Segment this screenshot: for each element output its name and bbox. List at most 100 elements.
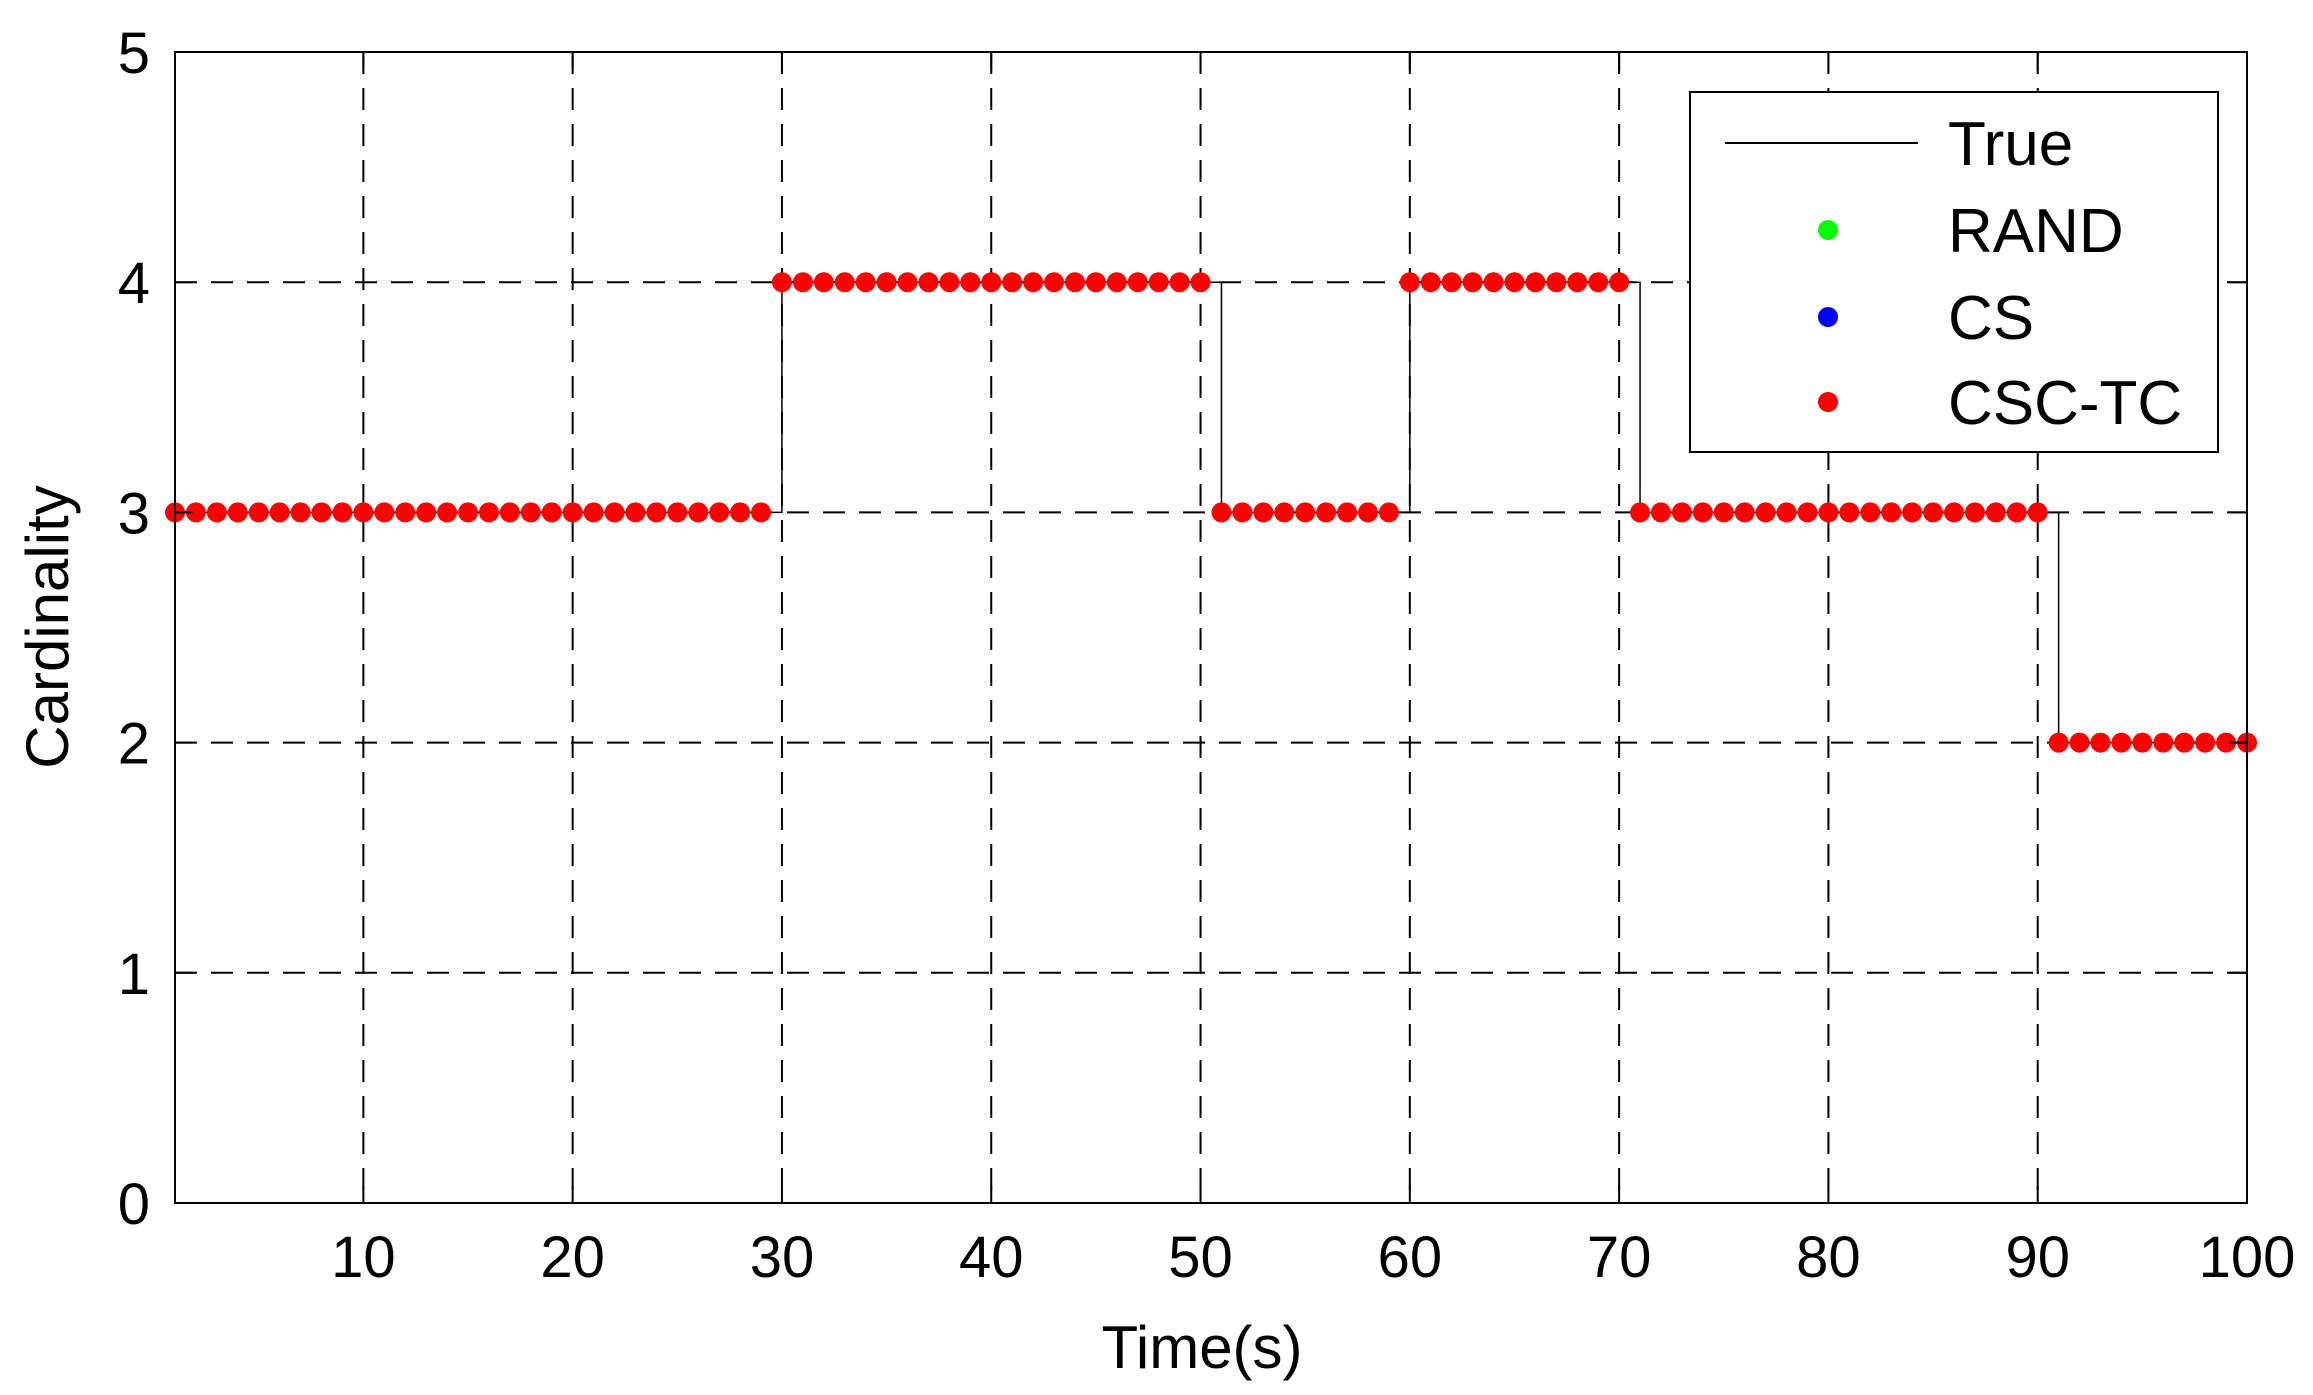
x-tick-label-50: 50 bbox=[1168, 1225, 1233, 1290]
y-tick-label-2: 2 bbox=[118, 712, 150, 777]
y-tick-label-3: 3 bbox=[118, 481, 150, 546]
x-tick-label-30: 30 bbox=[750, 1225, 815, 1290]
csc-tc-point-6 bbox=[269, 502, 290, 523]
csc-tc-point-97 bbox=[2174, 732, 2195, 753]
legend-csc-tc-label: CSC-TC bbox=[1948, 369, 2182, 438]
csc-tc-point-9 bbox=[332, 502, 353, 523]
csc-tc-point-78 bbox=[1776, 502, 1797, 523]
csc-tc-point-35 bbox=[876, 272, 897, 293]
csc-tc-point-46 bbox=[1106, 272, 1127, 293]
x-axis-title: Time(s) bbox=[1101, 1314, 1302, 1381]
csc-tc-point-86 bbox=[1943, 502, 1964, 523]
y-tick-label-5: 5 bbox=[118, 21, 150, 86]
csc-tc-point-60 bbox=[1399, 272, 1420, 293]
true-step-line bbox=[175, 281, 2247, 744]
csc-tc-point-40 bbox=[981, 272, 1002, 293]
legend-cs-marker bbox=[1818, 307, 1838, 327]
csc-tc-point-23 bbox=[625, 502, 646, 523]
x-tick-label-40: 40 bbox=[959, 1225, 1024, 1290]
csc-tc-point-63 bbox=[1462, 272, 1483, 293]
csc-tc-point-65 bbox=[1504, 272, 1525, 293]
csc-tc-point-45 bbox=[1085, 272, 1106, 293]
csc-tc-point-92 bbox=[2069, 732, 2090, 753]
csc-tc-point-61 bbox=[1420, 272, 1441, 293]
y-tick-label-0: 0 bbox=[118, 1172, 150, 1237]
csc-tc-point-32 bbox=[813, 272, 834, 293]
csc-tc-point-42 bbox=[1023, 272, 1044, 293]
csc-tc-point-44 bbox=[1064, 272, 1085, 293]
csc-tc-point-59 bbox=[1378, 502, 1399, 523]
legend-rand-label: RAND bbox=[1948, 197, 2124, 266]
csc-tc-point-4 bbox=[227, 502, 248, 523]
csc-tc-point-72 bbox=[1650, 502, 1671, 523]
csc-tc-point-52 bbox=[1232, 502, 1253, 523]
legend-csc-tc-marker bbox=[1818, 392, 1838, 412]
csc-tc-point-28 bbox=[730, 502, 751, 523]
x-tick-label-20: 20 bbox=[540, 1225, 605, 1290]
csc-tc-point-31 bbox=[792, 272, 813, 293]
csc-tc-point-99 bbox=[2216, 732, 2237, 753]
legend: True RAND CS CSC-TC bbox=[1689, 91, 2219, 453]
csc-tc-point-10 bbox=[353, 502, 374, 523]
csc-tc-point-39 bbox=[960, 272, 981, 293]
csc-tc-point-56 bbox=[1316, 502, 1337, 523]
csc-tc-point-64 bbox=[1483, 272, 1504, 293]
csc-tc-point-24 bbox=[646, 502, 667, 523]
csc-tc-point-96 bbox=[2153, 732, 2174, 753]
plot-frame bbox=[174, 51, 2248, 1204]
x-tick-label-90: 90 bbox=[2005, 1225, 2070, 1290]
y-axis-ticks: 0 1 2 3 4 5 bbox=[118, 21, 2247, 1237]
csc-tc-point-55 bbox=[1295, 502, 1316, 523]
csc-tc-point-84 bbox=[1902, 502, 1923, 523]
csc-tc-point-87 bbox=[1964, 502, 1985, 523]
csc-tc-point-50 bbox=[1190, 272, 1211, 293]
csc-tc-point-91 bbox=[2048, 732, 2069, 753]
csc-tc-point-73 bbox=[1671, 502, 1692, 523]
csc-tc-point-43 bbox=[1044, 272, 1065, 293]
csc-tc-point-14 bbox=[437, 502, 458, 523]
x-tick-label-70: 70 bbox=[1587, 1225, 1652, 1290]
csc-tc-point-18 bbox=[520, 502, 541, 523]
csc-tc-point-90 bbox=[2027, 502, 2048, 523]
csc-tc-point-2 bbox=[185, 502, 206, 523]
csc-tc-point-12 bbox=[395, 502, 416, 523]
csc-tc-point-3 bbox=[206, 502, 227, 523]
csc-tc-point-49 bbox=[1169, 272, 1190, 293]
csc-tc-point-13 bbox=[416, 502, 437, 523]
legend-cs-label: CS bbox=[1948, 284, 2034, 353]
csc-tc-point-88 bbox=[1985, 502, 2006, 523]
x-axis-ticks: 10 20 30 40 50 60 70 80 90 100 bbox=[331, 52, 2295, 1290]
legend-rand-marker bbox=[1818, 220, 1838, 240]
series-csc-tc-markers bbox=[165, 272, 2257, 753]
csc-tc-point-81 bbox=[1839, 502, 1860, 523]
csc-tc-point-15 bbox=[458, 502, 479, 523]
csc-tc-point-16 bbox=[478, 502, 499, 523]
csc-tc-point-54 bbox=[1274, 502, 1295, 523]
csc-tc-point-33 bbox=[834, 272, 855, 293]
csc-tc-point-53 bbox=[1253, 502, 1274, 523]
y-tick-label-4: 4 bbox=[118, 251, 150, 316]
csc-tc-point-74 bbox=[1692, 502, 1713, 523]
csc-tc-point-37 bbox=[918, 272, 939, 293]
x-tick-label-60: 60 bbox=[1378, 1225, 1443, 1290]
csc-tc-point-85 bbox=[1923, 502, 1944, 523]
csc-tc-point-70 bbox=[1609, 272, 1630, 293]
csc-tc-point-62 bbox=[1441, 272, 1462, 293]
csc-tc-point-8 bbox=[311, 502, 332, 523]
csc-tc-point-38 bbox=[939, 272, 960, 293]
csc-tc-point-41 bbox=[1002, 272, 1023, 293]
csc-tc-point-19 bbox=[541, 502, 562, 523]
csc-tc-point-36 bbox=[897, 272, 918, 293]
csc-tc-point-51 bbox=[1211, 502, 1232, 523]
csc-tc-point-34 bbox=[855, 272, 876, 293]
csc-tc-point-27 bbox=[709, 502, 730, 523]
legend-true-label: True bbox=[1948, 110, 2073, 179]
csc-tc-point-22 bbox=[604, 502, 625, 523]
x-tick-label-80: 80 bbox=[1796, 1225, 1861, 1290]
legend-box bbox=[1689, 91, 2219, 453]
csc-tc-point-5 bbox=[248, 502, 269, 523]
csc-tc-point-80 bbox=[1818, 502, 1839, 523]
csc-tc-point-47 bbox=[1127, 272, 1148, 293]
csc-tc-point-17 bbox=[499, 502, 520, 523]
